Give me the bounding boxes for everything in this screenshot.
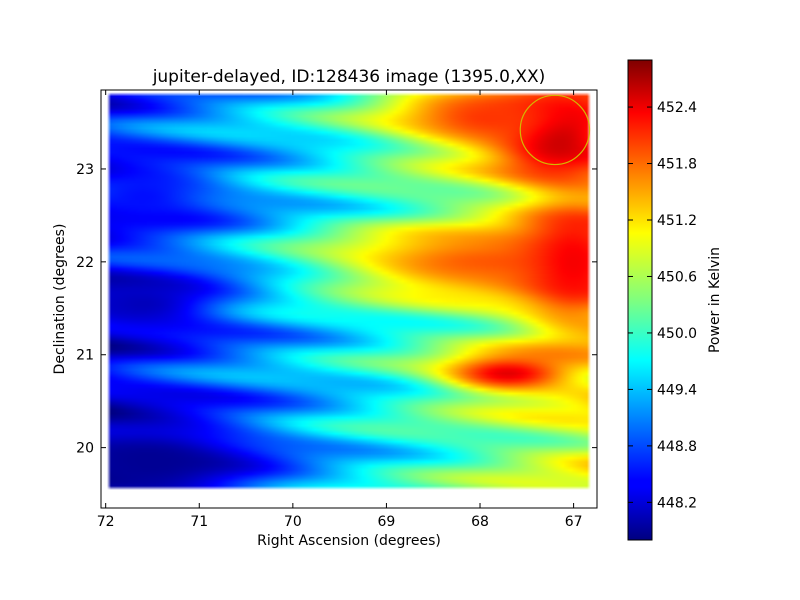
heatmap-raster [101, 90, 597, 508]
x-axis: 72 71 70 69 68 67 [97, 90, 583, 530]
x-tick-label: 68 [471, 514, 489, 530]
colorbar-label: Power in Kelvin [707, 247, 723, 353]
heatmap-image [101, 90, 597, 508]
colorbar-tick-label: 448.2 [657, 495, 697, 511]
colorbar-tick-label: 448.8 [657, 439, 697, 455]
x-tick-label: 71 [190, 514, 208, 530]
colorbar-frame [627, 59, 653, 541]
x-tick-label: 70 [284, 514, 302, 530]
colorbar-tick-label: 451.2 [657, 213, 697, 229]
y-tick-label: 23 [76, 162, 94, 178]
x-tick-label: 67 [565, 514, 583, 530]
y-axis-label: Declination (degrees) [52, 224, 68, 375]
x-axis-label: Right Ascension (degrees) [257, 533, 441, 549]
y-tick-label: 21 [76, 348, 94, 364]
source-marker-circle [519, 94, 591, 166]
colorbar-tick-label: 450.6 [657, 269, 697, 285]
x-tick-label: 72 [97, 514, 115, 530]
y-axis: 20 21 22 23 [76, 162, 597, 457]
chart-title: jupiter-delayed, ID:128436 image (1395.0… [152, 67, 546, 87]
colorbar-tick-label: 452.4 [657, 100, 697, 116]
colorbar-tick-label: 449.4 [657, 382, 697, 398]
colorbar-gradient [628, 60, 652, 540]
y-tick-label: 20 [76, 441, 94, 457]
x-tick-label: 69 [378, 514, 396, 530]
plot-frame [100, 89, 598, 509]
colorbar-tick-label: 450.0 [657, 326, 697, 342]
y-tick-label: 22 [76, 255, 94, 271]
colorbar-ticks: 448.2 448.8 449.4 450.0 450.6 451.2 451.8 452.4 [628, 100, 697, 511]
colorbar-tick-label: 451.8 [657, 157, 697, 173]
